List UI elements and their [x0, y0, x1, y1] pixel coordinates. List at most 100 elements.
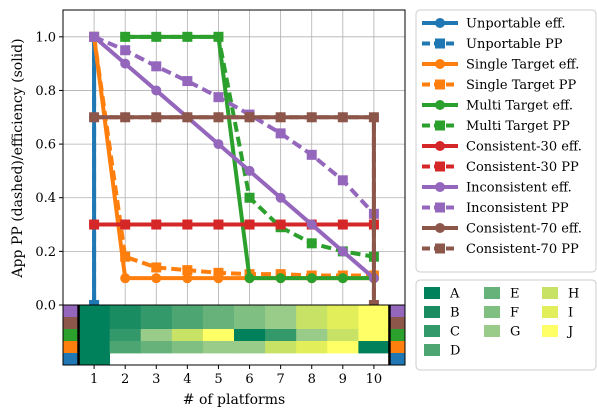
legend-entry-consistent-70-pp: Consistent-70 PP: [422, 242, 579, 257]
heatmap-cell-2-5: [202, 329, 235, 342]
heatmap-cell-2-4: [171, 329, 204, 342]
point-inconsistent-eff-8: [337, 246, 348, 257]
point-consistent-30-pp-2: [151, 219, 162, 230]
heatmap-cell-2-7: [265, 329, 297, 342]
heatmap-cell-0-9: [327, 305, 359, 318]
legend-entry-consistent-30-pp: Consistent-30 PP: [422, 160, 579, 175]
legend-entry-consistent-30-eff: Consistent-30 eff.: [422, 140, 582, 155]
heatmap-cell-1-9: [327, 317, 359, 330]
point-inconsistent-pp-8: [337, 175, 348, 186]
heatmap-cell-0-2: [109, 305, 142, 318]
heatmap-row-marker-left-1: [63, 317, 79, 330]
heatmap-cell-0-7: [265, 305, 297, 318]
platform-legend-entry-j: J: [542, 325, 573, 340]
platform-legend-entry-a: A: [424, 287, 460, 302]
platform-swatch-f: [484, 306, 500, 318]
heatmap-row-marker-right-3: [389, 341, 405, 354]
platform-label-g: G: [510, 325, 520, 340]
y-tick-label-0.4: 0.4: [35, 191, 56, 206]
heatmap-cell-3-3: [140, 341, 173, 354]
legend-marker-consistent-70-pp: [435, 243, 445, 254]
point-consistent-70-pp-9: [368, 112, 379, 123]
point-inconsistent-eff-5: [244, 165, 255, 176]
legend-marker-inconsistent-pp: [435, 202, 445, 213]
platform-label-c: C: [450, 325, 460, 340]
legend-label-consistent-70-eff: Consistent-70 eff.: [466, 222, 582, 237]
heatmap-cell-0-1: [78, 305, 111, 318]
heatmap-cell-3-4: [171, 341, 204, 354]
point-inconsistent-pp-6: [275, 128, 286, 139]
point-multi-target-eff-4: [244, 273, 255, 284]
point-single-target-eff-3: [182, 273, 193, 284]
series-legend-box: [415, 9, 597, 273]
heatmap-row-marker-left-2: [63, 329, 79, 342]
heatmap-cell-2-9: [327, 329, 359, 342]
legend-marker-single-target-pp: [435, 79, 445, 90]
legend-marker-inconsistent-eff: [435, 182, 445, 192]
platform-legend-box: [415, 279, 597, 371]
heatmap-cell-4-1: [78, 353, 111, 366]
y-tick-label-0.8: 0.8: [35, 84, 56, 99]
heatmap-cell-0-10: [358, 305, 390, 318]
heatmap-cell-3-1: [78, 341, 111, 354]
x-tick-label-2: 2: [121, 372, 129, 387]
platform-legend-entry-d: D: [424, 344, 460, 359]
platform-label-i: I: [568, 306, 573, 321]
legend-entry-unportable-pp: Unportable PP: [422, 37, 563, 52]
point-consistent-70-pp-0: [89, 112, 100, 123]
point-multi-target-pp-2: [182, 31, 193, 42]
legend-label-multi-target-eff: Multi Target eff.: [466, 99, 573, 114]
heatmap-cell-0-6: [234, 305, 266, 318]
heatmap-cell-2-1: [78, 329, 111, 342]
x-tick-label-9: 9: [339, 372, 347, 387]
point-consistent-70-pp-7: [306, 112, 317, 123]
heatmap-cell-3-7: [265, 341, 297, 354]
heatmap-cell-2-6: [234, 329, 266, 342]
legend-label-unportable-pp: Unportable PP: [466, 37, 563, 52]
point-consistent-70-pp-6: [275, 112, 286, 123]
heatmap-cell-3-9: [327, 341, 359, 354]
legend-label-consistent-30-pp: Consistent-30 PP: [466, 160, 579, 175]
line-inconsistent-pp: [93, 34, 376, 216]
platform-label-a: A: [449, 287, 460, 302]
legend-label-inconsistent-eff: Inconsistent eff.: [466, 181, 572, 196]
legend-entry-multi-target-eff: Multi Target eff.: [422, 99, 573, 114]
axes-frame: [62, 9, 406, 366]
point-multi-target-pp-3: [213, 31, 224, 42]
platform-swatch-j: [542, 325, 558, 337]
point-inconsistent-pp-7: [306, 149, 317, 160]
x-tick-label-10: 10: [366, 372, 383, 387]
point-consistent-70-pp-5: [244, 112, 255, 123]
platform-heatmap: [63, 305, 405, 366]
x-tick-label-8: 8: [308, 372, 316, 387]
point-multi-target-pp-4: [244, 192, 255, 203]
platform-swatch-h: [542, 287, 558, 299]
platform-label-d: D: [450, 344, 460, 359]
platform-swatch-d: [424, 344, 440, 356]
point-inconsistent-eff-1: [120, 58, 131, 69]
point-multi-target-pp-6: [306, 238, 317, 249]
line-single-target-pp: [92, 36, 374, 278]
heatmap-cell-2-10: [358, 329, 390, 342]
y-axis-label: App PP (dashed)/efficiency (solid): [10, 38, 26, 278]
tick-labels: 1 2 3 4 5 6 7 8 9 10 0.0 0.2 0.4 0.6 0.8 1.0: [35, 30, 382, 387]
point-consistent-70-pp-8: [337, 112, 348, 123]
heatmap-cell-1-7: [265, 317, 297, 330]
point-consistent-30-pp-8: [337, 219, 348, 230]
series-inconsistent-eff: [89, 31, 379, 284]
platform-swatch-b: [424, 306, 440, 318]
platform-legend-entry-h: H: [542, 287, 579, 302]
point-multi-target-eff-5: [275, 273, 286, 284]
legend-label-multi-target-pp: Multi Target PP: [466, 119, 570, 134]
platform-swatch-a: [424, 287, 440, 299]
heatmap-cell-1-8: [296, 317, 328, 330]
legend-label-single-target-eff: Single Target eff.: [466, 58, 579, 73]
series-layer: [89, 31, 379, 310]
legend-label-inconsistent-pp: Inconsistent PP: [466, 201, 569, 216]
x-tick-label-1: 1: [90, 372, 98, 387]
point-consistent-70-pp-3: [182, 112, 193, 123]
legend-marker-consistent-70-eff: [435, 223, 445, 233]
point-consistent-70-pp-4: [213, 112, 224, 123]
legend-entry-inconsistent-pp: Inconsistent PP: [422, 201, 569, 216]
x-axis-label: # of platforms: [183, 392, 285, 408]
